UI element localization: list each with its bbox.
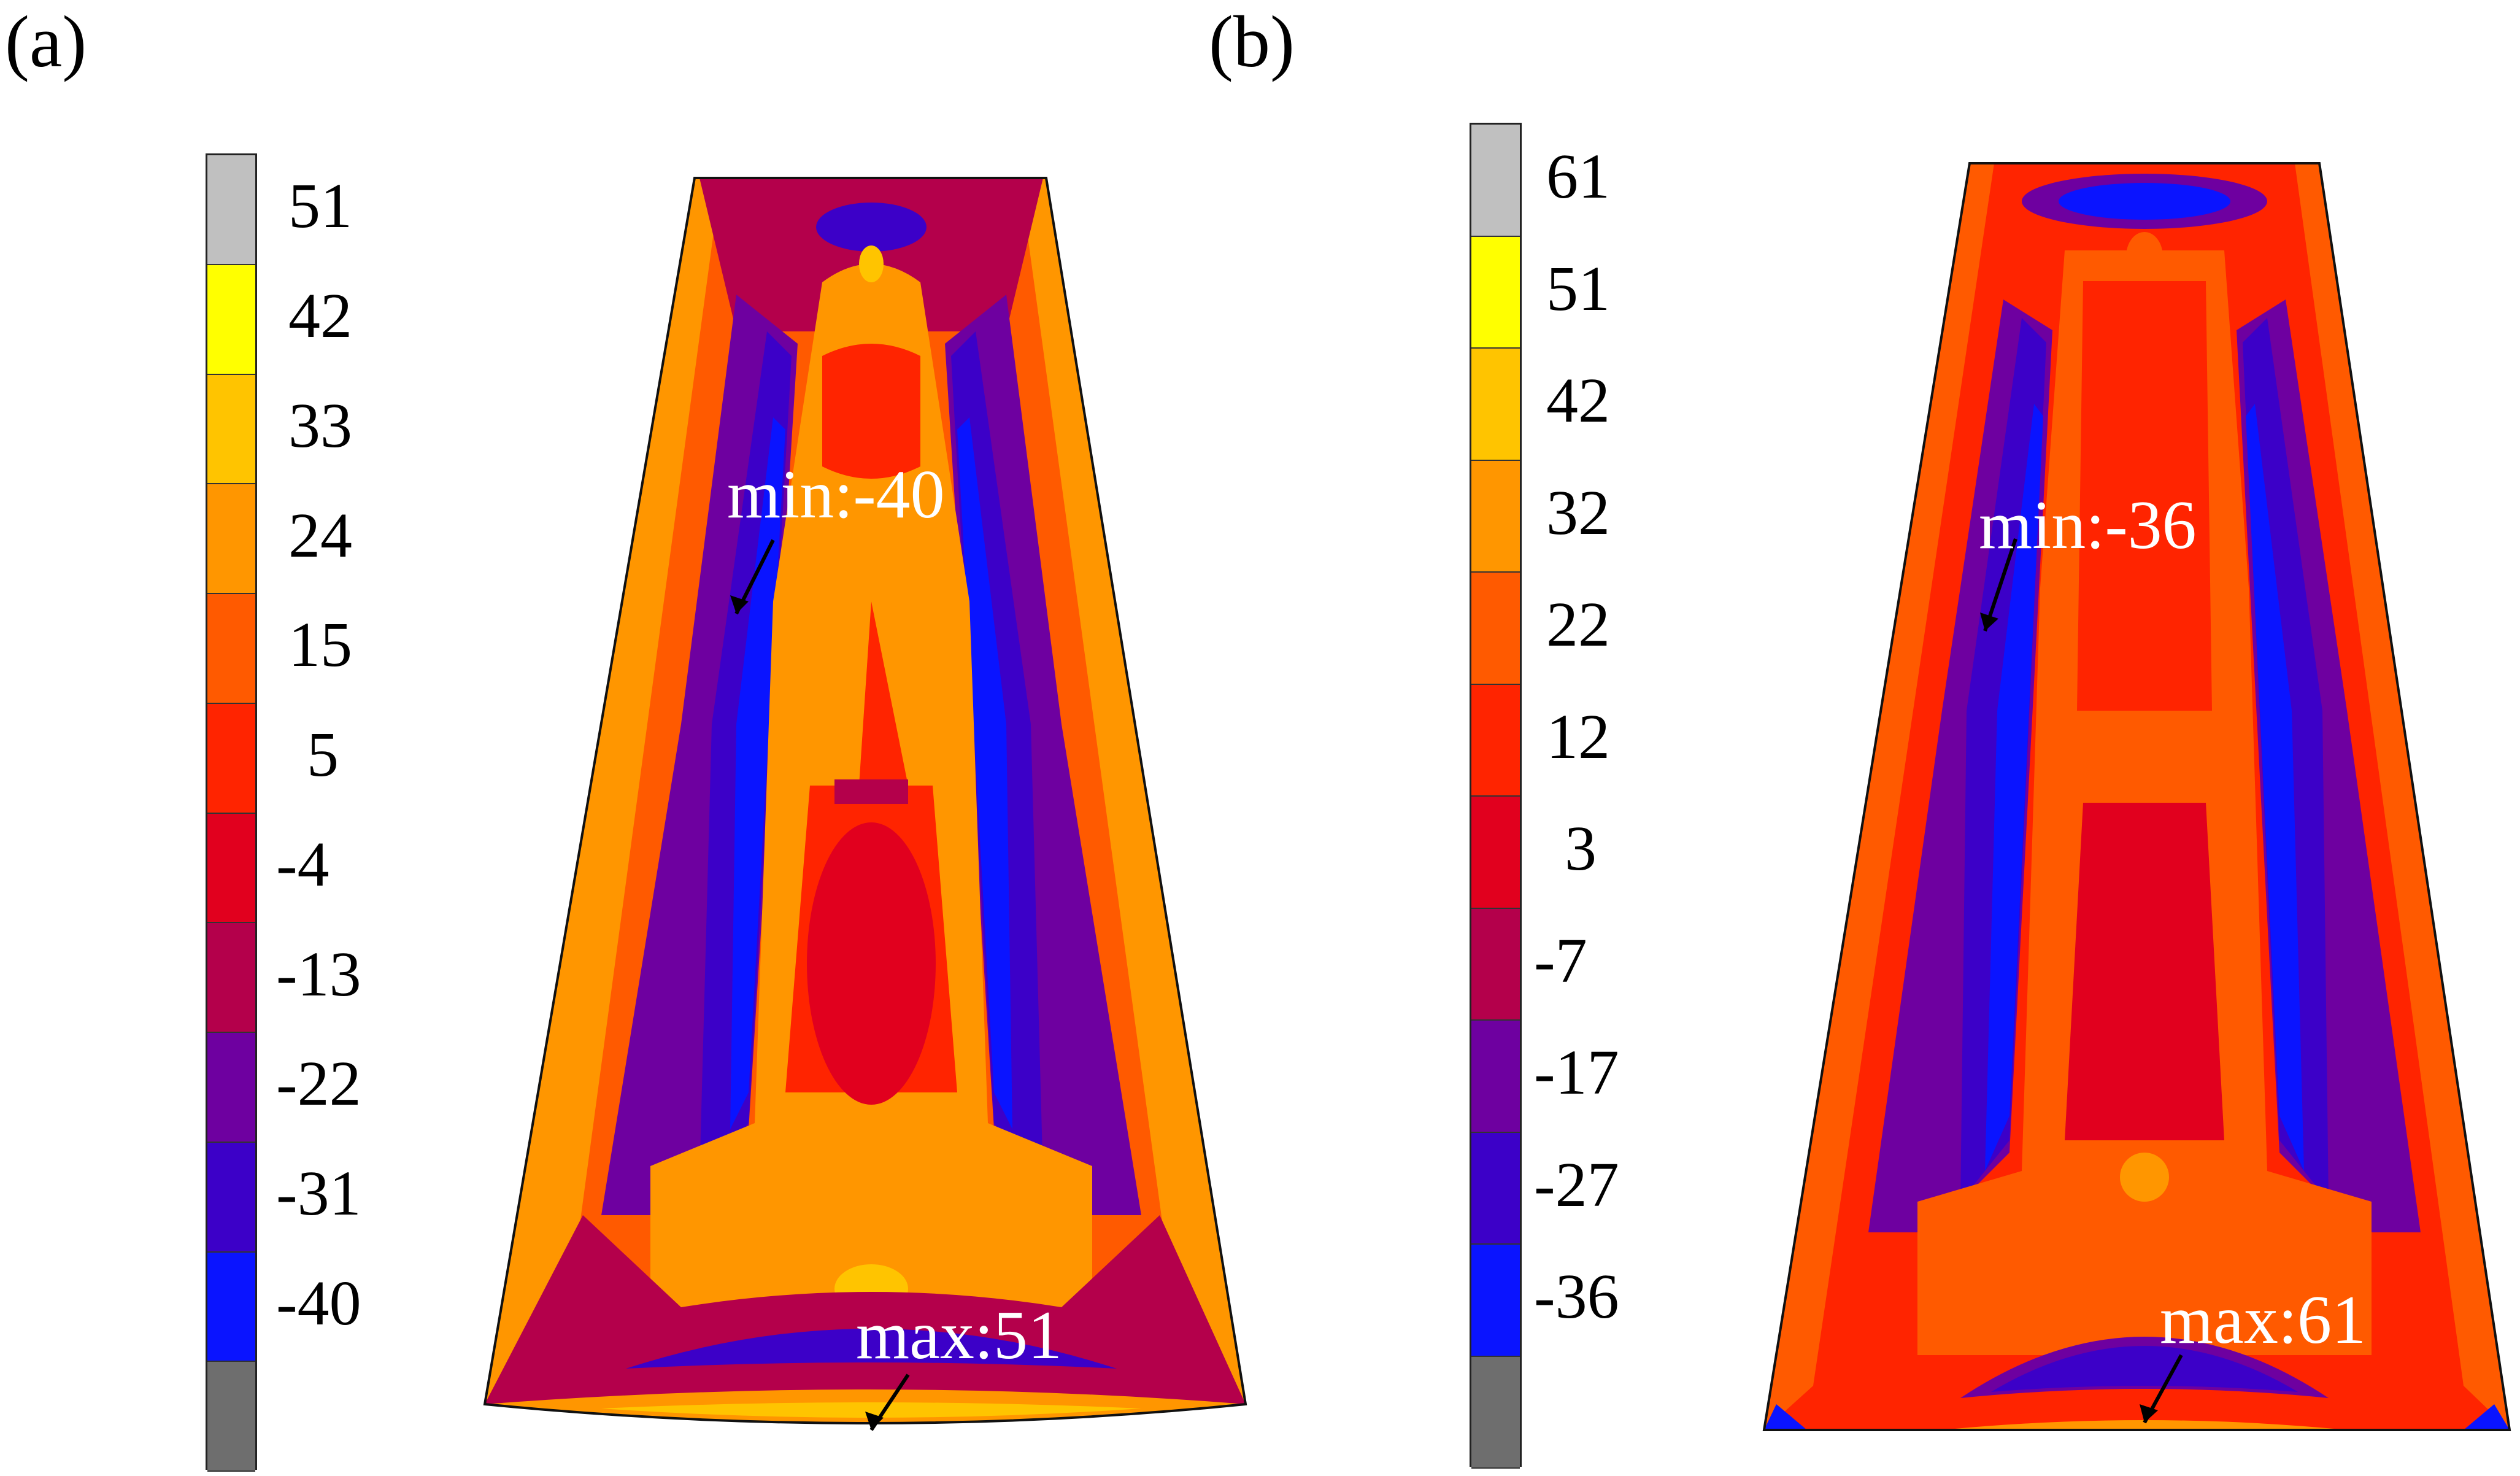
panel-b-min-arrow bbox=[1983, 538, 2017, 632]
colorbar-tick-label: -22 bbox=[276, 1048, 361, 1119]
colorbar-segment bbox=[207, 374, 255, 485]
panel-b-field bbox=[1764, 163, 2510, 1430]
panel-a-min-label: min:-40 bbox=[727, 457, 945, 533]
colorbar-segment bbox=[1471, 236, 1520, 349]
colorbar-segment bbox=[1471, 908, 1520, 1021]
colorbar-segment bbox=[207, 265, 255, 375]
colorbar-tick-label: 42 bbox=[1546, 365, 1610, 436]
panel-b-contour-plot bbox=[1762, 162, 2511, 1431]
colorbar-segment bbox=[1471, 684, 1520, 797]
panel-b-colorbar bbox=[1470, 123, 1522, 1469]
panel-b-label: (b) bbox=[1209, 1, 1295, 82]
colorbar-segment bbox=[207, 1252, 255, 1362]
panel-a-max-label: max:51 bbox=[856, 1297, 1062, 1374]
panel-a-max-arrowhead bbox=[865, 1412, 884, 1430]
colorbar-tick-label: 22 bbox=[1546, 589, 1610, 660]
colorbar-tick-label: 51 bbox=[288, 171, 352, 242]
colorbar-segment bbox=[1471, 797, 1520, 909]
colorbar-tick-label: 15 bbox=[288, 609, 352, 681]
colorbar-segment bbox=[1471, 460, 1520, 573]
colorbar-tick-label: 51 bbox=[1546, 253, 1610, 324]
panel-b-max-arrowhead bbox=[2140, 1404, 2158, 1423]
colorbar-tick-label: 61 bbox=[1546, 141, 1610, 212]
colorbar-segment bbox=[207, 484, 255, 594]
colorbar-tick-label: -40 bbox=[276, 1267, 361, 1339]
colorbar-tick-label: -36 bbox=[1534, 1261, 1619, 1332]
colorbar-tick-label: 3 bbox=[1565, 813, 1597, 884]
colorbar-segment bbox=[1471, 349, 1520, 461]
panel-b-min-label: min:-36 bbox=[1979, 487, 2197, 563]
colorbar-tick-label: 32 bbox=[1546, 477, 1610, 548]
colorbar-tick-label: 42 bbox=[288, 280, 352, 352]
colorbar-tick-label: -4 bbox=[276, 829, 329, 900]
colorbar-segment bbox=[1471, 125, 1520, 237]
colorbar-segment bbox=[207, 1142, 255, 1253]
colorbar-segment bbox=[1471, 1356, 1520, 1469]
panel-a-field bbox=[485, 178, 1246, 1423]
colorbar-tick-label: -31 bbox=[276, 1158, 361, 1229]
colorbar-segment bbox=[1471, 1132, 1520, 1245]
colorbar-segment bbox=[207, 703, 255, 814]
colorbar-segment bbox=[1471, 1245, 1520, 1357]
colorbar-tick-label: -13 bbox=[276, 938, 361, 1010]
colorbar-tick-label: 24 bbox=[288, 500, 352, 571]
colorbar-segment bbox=[207, 923, 255, 1033]
colorbar-tick-label: -17 bbox=[1534, 1037, 1619, 1108]
colorbar-segment bbox=[1471, 573, 1520, 685]
colorbar-segment bbox=[207, 1033, 255, 1143]
colorbar-tick-label: 12 bbox=[1546, 701, 1610, 772]
colorbar-tick-label: 33 bbox=[288, 390, 352, 461]
colorbar-tick-label: -27 bbox=[1534, 1149, 1619, 1220]
colorbar-segment bbox=[207, 1362, 255, 1472]
panel-b-max-label: max:61 bbox=[2160, 1282, 2366, 1358]
panel-a-contour-plot bbox=[483, 177, 1247, 1431]
colorbar-segment bbox=[207, 813, 255, 924]
panel-b-min-arrowhead bbox=[1980, 612, 1998, 631]
colorbar-segment bbox=[1471, 1021, 1520, 1133]
panel-a-label: (a) bbox=[5, 1, 87, 82]
colorbar-segment bbox=[207, 594, 255, 704]
panel-a-colorbar bbox=[206, 153, 257, 1472]
panel-a-min-arrowhead bbox=[730, 595, 749, 614]
colorbar-tick-label: 5 bbox=[307, 719, 339, 790]
colorbar-tick-label: -7 bbox=[1534, 925, 1587, 996]
colorbar-segment bbox=[207, 155, 255, 265]
